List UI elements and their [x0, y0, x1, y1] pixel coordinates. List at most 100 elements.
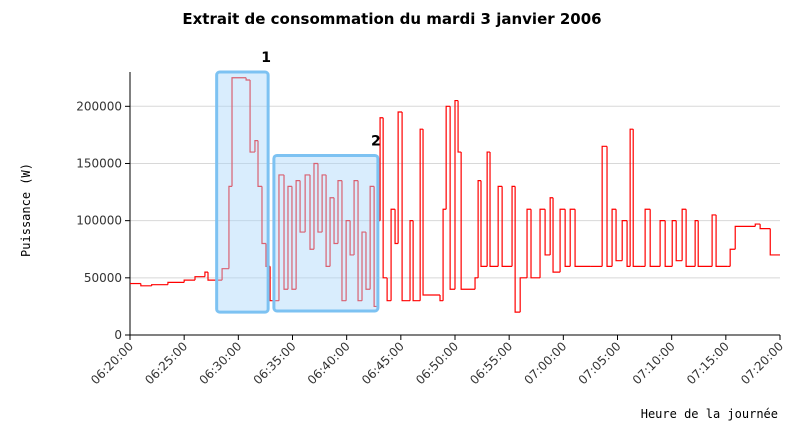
y-tick-label: 100000 — [76, 214, 122, 228]
step-segment — [341, 180, 347, 302]
step-segment — [457, 100, 462, 153]
step-segment — [254, 140, 259, 153]
step-segment — [397, 111, 403, 244]
step-segment — [349, 220, 355, 256]
step-segment — [615, 209, 623, 262]
step-segment — [629, 128, 634, 267]
step-segment — [649, 209, 661, 267]
step-segment — [257, 140, 262, 187]
step-segment — [291, 186, 297, 290]
step-segment — [685, 209, 696, 267]
x-tick-label: 06:35:00 — [251, 339, 299, 387]
step-segment — [194, 276, 205, 281]
step-segment — [379, 117, 384, 221]
y-tick-label: 50000 — [84, 271, 122, 285]
step-segment — [480, 180, 488, 267]
annotation-box — [215, 70, 270, 314]
x-tick-label: 06:40:00 — [305, 339, 353, 387]
step-segment — [474, 277, 479, 290]
x-tick-label: 07:00:00 — [521, 339, 569, 387]
step-segment — [675, 220, 683, 262]
step-segment — [715, 214, 728, 267]
x-tick-label: 06:20:00 — [88, 339, 136, 387]
step-segment — [659, 220, 666, 267]
step-segment — [514, 186, 521, 313]
step-segment — [519, 277, 528, 313]
annotation-label: 1 — [261, 50, 271, 66]
step-segment — [357, 180, 363, 302]
step-segment — [422, 129, 441, 296]
step-segment — [231, 77, 247, 187]
x-tick-label: 07:20:00 — [738, 339, 785, 387]
step-segment — [382, 117, 388, 279]
x-tick-label: 07:10:00 — [630, 339, 678, 387]
step-segment — [321, 174, 327, 233]
step-segment — [140, 283, 152, 287]
x-tick-label: 07:05:00 — [576, 339, 624, 387]
step-segment — [611, 208, 617, 267]
step-segment — [228, 185, 233, 269]
x-axis-label: Heure de la journée — [641, 407, 778, 421]
step-segment — [337, 180, 342, 244]
x-tick-label: 07:15:00 — [684, 339, 732, 387]
annotation-box — [272, 153, 380, 313]
x-tick-label: 06:55:00 — [467, 339, 515, 387]
step-segment — [269, 266, 279, 302]
x-tick-label: 06:50:00 — [413, 339, 461, 387]
step-segment — [449, 106, 455, 290]
step-segment — [412, 220, 421, 302]
step-segment — [552, 197, 561, 273]
step-segment — [626, 220, 631, 267]
step-segment — [694, 220, 699, 267]
step-segment — [621, 220, 628, 261]
step-segment — [460, 152, 476, 290]
x-tick-label: 06:25:00 — [142, 339, 190, 387]
step-segment — [511, 185, 516, 267]
step-segment — [632, 129, 641, 267]
step-segment — [390, 208, 396, 301]
step-segment — [369, 185, 375, 290]
x-tick-label: 06:45:00 — [359, 339, 407, 387]
step-segment — [734, 225, 756, 250]
step-segment — [287, 185, 292, 290]
step-segment — [754, 223, 761, 227]
step-segment — [671, 220, 677, 267]
step-segment — [559, 208, 566, 273]
step-segment — [245, 77, 251, 81]
step-segment — [530, 209, 541, 279]
step-segment — [442, 208, 447, 301]
step-segment — [313, 162, 318, 250]
step-segment — [564, 209, 571, 267]
y-tick-label: 200000 — [76, 99, 122, 113]
step-segment — [489, 152, 499, 267]
step-segment — [574, 209, 591, 267]
y-axis-label: Puissance (W) — [19, 163, 33, 257]
step-segment — [394, 209, 399, 245]
step-segment — [278, 174, 285, 301]
step-segment — [295, 180, 301, 290]
step-segment — [361, 231, 366, 301]
step-segment — [221, 268, 229, 281]
step-segment — [501, 186, 513, 267]
step-segment — [401, 112, 411, 302]
step-segment — [386, 277, 392, 302]
step-segment — [711, 214, 717, 267]
step-segment — [304, 174, 311, 233]
step-segment — [325, 174, 331, 267]
step-segment — [183, 279, 195, 283]
step-segment — [539, 208, 546, 278]
step-segment — [697, 220, 713, 267]
step-segment — [769, 228, 780, 256]
step-segment — [249, 80, 255, 153]
step-segment — [681, 208, 687, 261]
y-tick-label: 150000 — [76, 156, 122, 170]
step-segment — [329, 197, 335, 267]
step-segment — [569, 208, 576, 267]
step-segment — [549, 197, 554, 255]
step-segment — [167, 281, 185, 285]
step-segment — [204, 271, 208, 277]
step-segment — [309, 174, 314, 250]
y-tick-label: 0 — [114, 328, 122, 342]
x-tick-label: 06:30:00 — [196, 339, 244, 387]
